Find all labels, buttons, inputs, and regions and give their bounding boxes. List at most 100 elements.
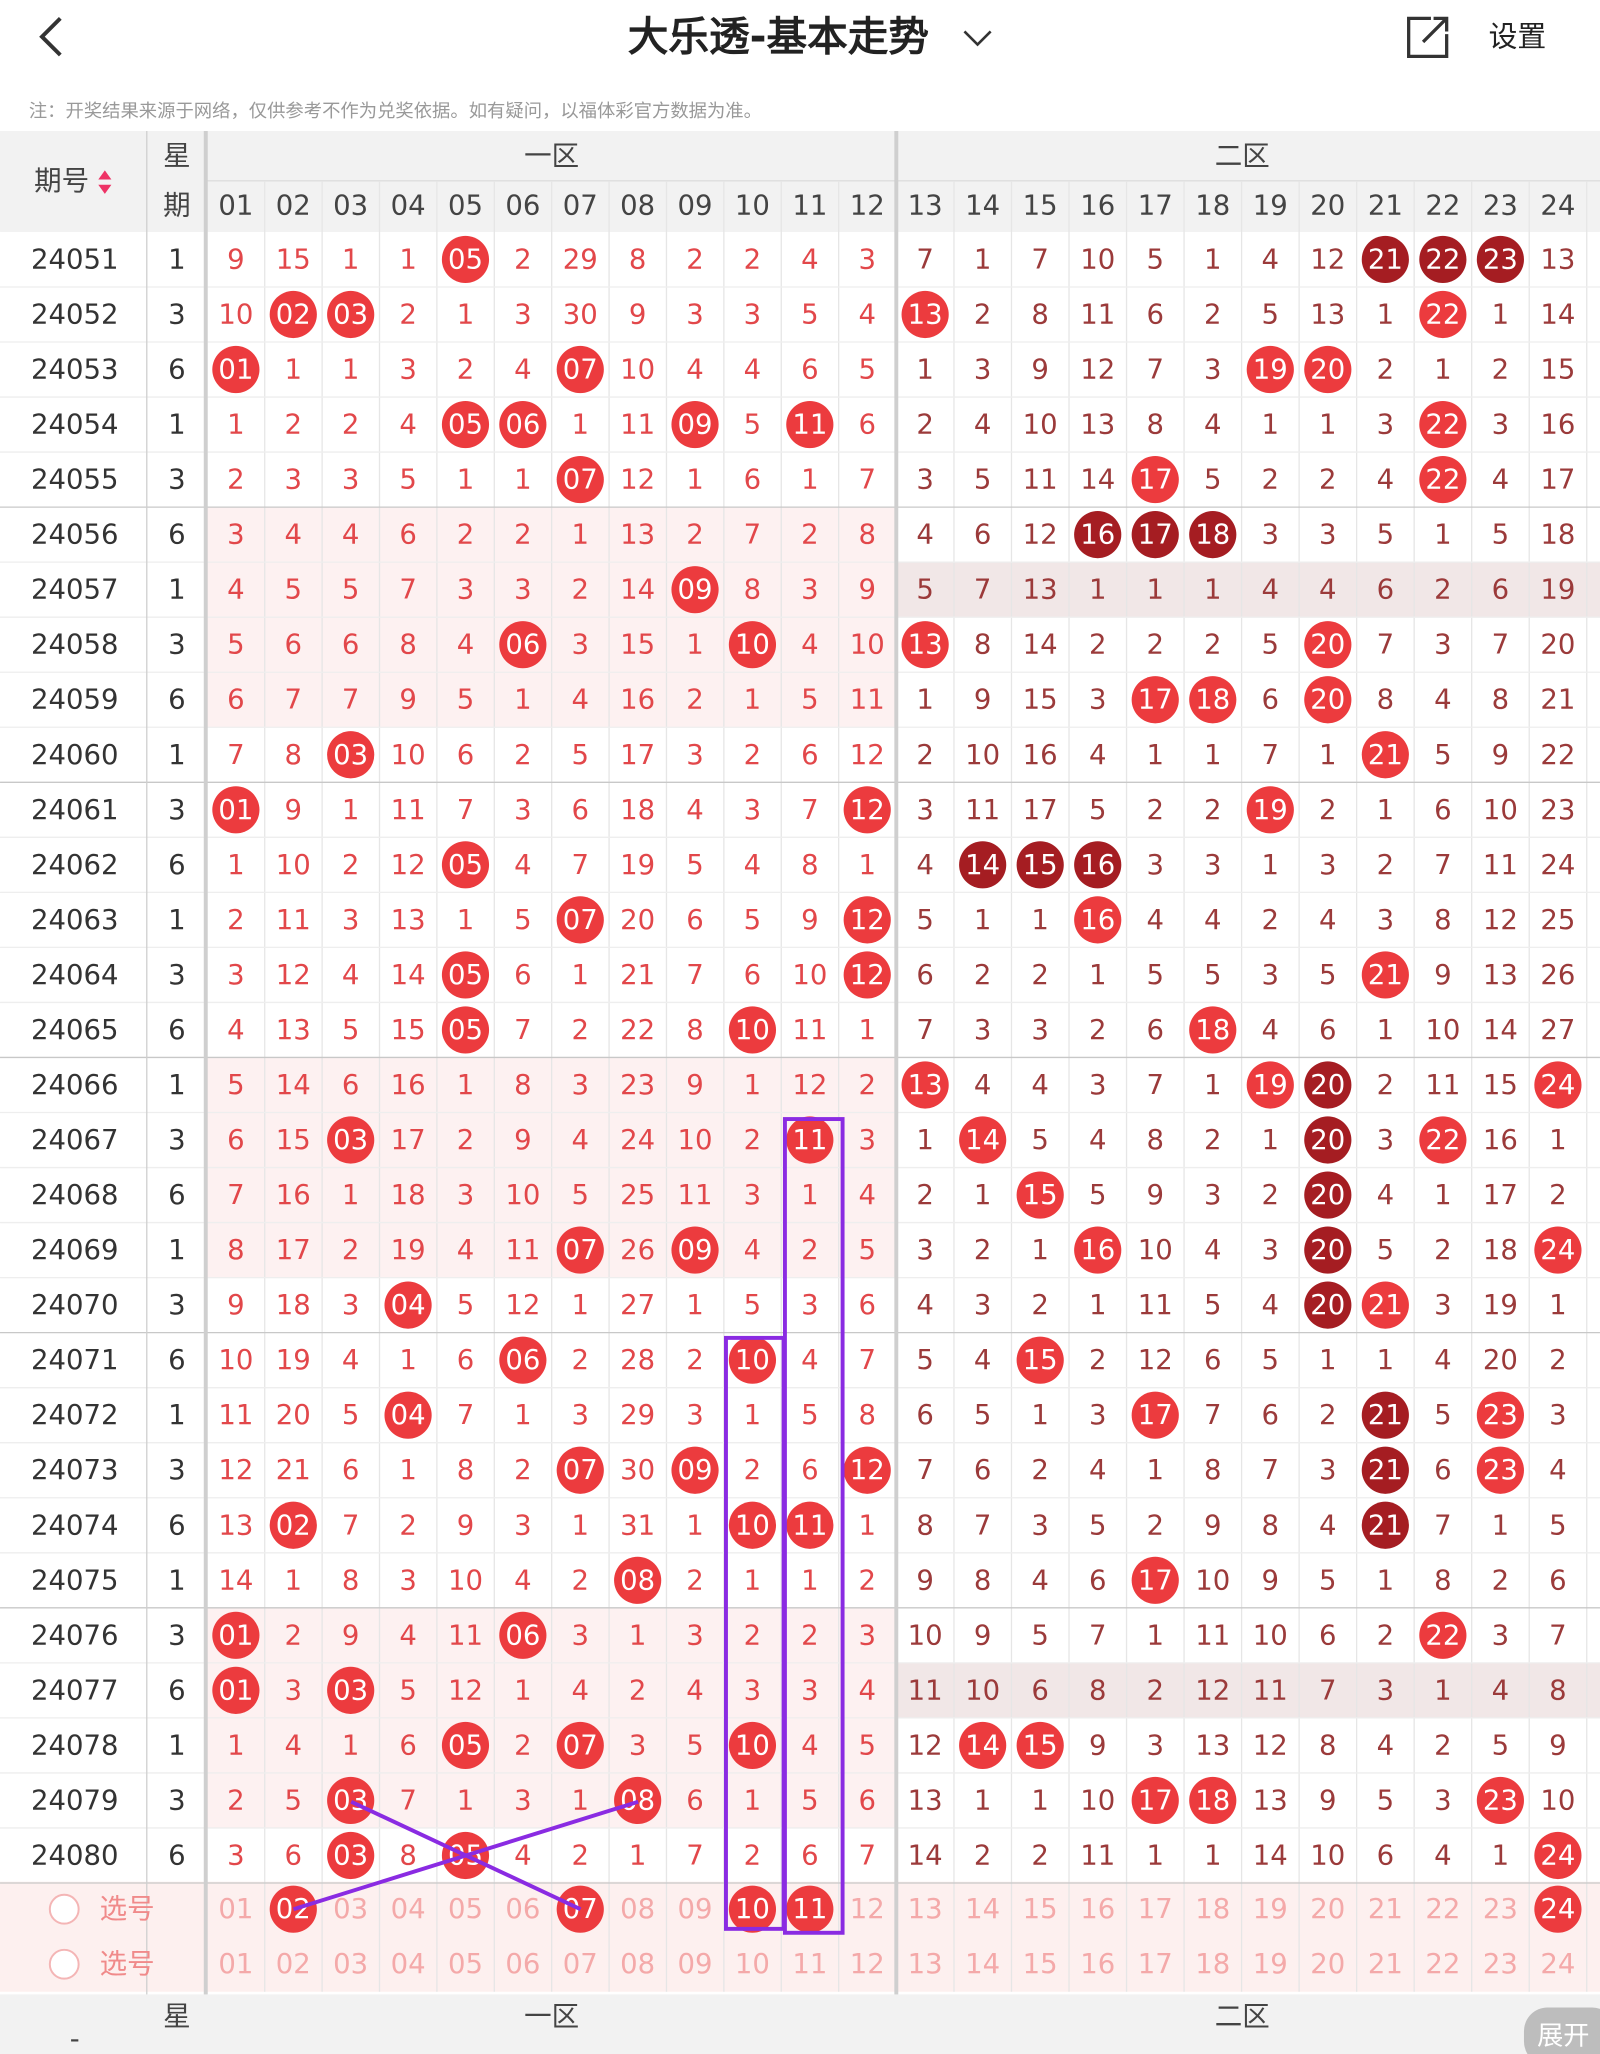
miss-count: 14 — [1483, 1014, 1518, 1046]
select-number[interactable]: 12 — [850, 1948, 885, 1980]
select-radio[interactable] — [48, 1893, 80, 1925]
hit-number: 07 — [563, 904, 598, 936]
select-number[interactable]: 06 — [505, 1948, 540, 1980]
select-number[interactable]: 01 — [218, 1893, 253, 1925]
hit-number: 21 — [1368, 739, 1403, 771]
select-number[interactable]: 01 — [218, 1948, 253, 1980]
hit-number: 21 — [1368, 1289, 1403, 1321]
miss-count: 1 — [1434, 354, 1451, 386]
miss-count: 10 — [850, 629, 885, 661]
select-number[interactable]: 20 — [1310, 1893, 1345, 1925]
hit-ball — [556, 345, 604, 394]
select-number[interactable]: 15 — [1023, 1948, 1058, 1980]
column-header: 19 — [1253, 190, 1288, 222]
hit-ball — [843, 896, 891, 944]
miss-count: 5 — [457, 684, 475, 716]
select-number[interactable]: 12 — [850, 1893, 885, 1925]
select-number[interactable]: 08 — [620, 1893, 655, 1925]
hit-number: 22 — [1425, 298, 1460, 330]
miss-count: 2 — [227, 904, 245, 936]
select-number[interactable]: 03 — [333, 1893, 368, 1925]
select-number[interactable]: 15 — [1023, 1893, 1058, 1925]
row-shade — [896, 562, 1600, 618]
miss-count: 3 — [1377, 409, 1394, 441]
miss-count: 2 — [227, 1784, 245, 1816]
select-number[interactable]: 21 — [1368, 1948, 1403, 1980]
select-number[interactable]: 13 — [908, 1948, 943, 1980]
select-number[interactable]: 24 — [1540, 1948, 1575, 1980]
select-number[interactable]: 02 — [276, 1893, 311, 1925]
dropdown-icon[interactable] — [963, 30, 992, 47]
hit-ball — [1534, 1831, 1582, 1880]
miss-count: 2 — [1031, 1454, 1049, 1486]
select-number[interactable]: 02 — [276, 1948, 311, 1980]
select-number[interactable]: 10 — [735, 1893, 770, 1925]
miss-count: 1 — [916, 1124, 934, 1156]
hit-number: 17 — [1138, 1784, 1173, 1816]
select-number[interactable]: 07 — [563, 1948, 598, 1980]
hit-number: 22 — [1425, 464, 1460, 496]
expand-button[interactable] — [1523, 2007, 1600, 2054]
miss-count: 10 — [1138, 1234, 1173, 1266]
select-number[interactable]: 23 — [1483, 1948, 1518, 1980]
select-number[interactable]: 04 — [391, 1893, 426, 1925]
weekday: 3 — [168, 629, 186, 661]
select-number[interactable]: 14 — [965, 1948, 1000, 1980]
column-header: 08 — [620, 190, 655, 222]
select-number[interactable]: 11 — [792, 1893, 827, 1925]
miss-count: 4 — [974, 1069, 992, 1101]
select-number[interactable]: 19 — [1253, 1948, 1288, 1980]
select-number[interactable]: 17 — [1138, 1948, 1173, 1980]
select-number[interactable]: 11 — [792, 1948, 827, 1980]
select-number[interactable]: 14 — [965, 1893, 1000, 1925]
select-number[interactable]: 03 — [333, 1948, 368, 1980]
select-number[interactable]: 13 — [908, 1893, 943, 1925]
miss-count: 3 — [1549, 1399, 1566, 1431]
select-number[interactable]: 16 — [1080, 1893, 1115, 1925]
miss-count: 1 — [342, 794, 360, 826]
select-number[interactable]: 09 — [678, 1893, 713, 1925]
select-number[interactable]: 06 — [505, 1893, 540, 1925]
miss-count: 1 — [916, 354, 934, 386]
expand-label[interactable]: 展开 — [1537, 2021, 1589, 2051]
select-number[interactable]: 22 — [1425, 1948, 1460, 1980]
hit-ball — [212, 1611, 260, 1659]
sort-icon — [98, 170, 112, 194]
weekday: 1 — [168, 1564, 186, 1596]
select-number[interactable]: 05 — [448, 1893, 483, 1925]
miss-count: 3 — [1089, 1399, 1107, 1431]
miss-count: 2 — [1319, 1399, 1337, 1431]
select-number[interactable]: 18 — [1195, 1893, 1230, 1925]
miss-count: 4 — [1434, 1839, 1451, 1871]
select-number[interactable]: 22 — [1425, 1893, 1460, 1925]
select-number[interactable]: 19 — [1253, 1893, 1288, 1925]
miss-count: 8 — [1146, 409, 1164, 441]
hit-ball — [1361, 1391, 1409, 1439]
miss-count: 10 — [1080, 243, 1115, 275]
select-radio[interactable] — [48, 1948, 80, 1980]
miss-count: 7 — [1031, 243, 1049, 275]
miss-count: 3 — [629, 1729, 647, 1761]
miss-count: 2 — [1031, 959, 1049, 991]
back-button[interactable] — [39, 16, 62, 57]
select-number[interactable]: 23 — [1483, 1893, 1518, 1925]
select-number[interactable]: 16 — [1080, 1948, 1115, 1980]
page-title[interactable]: 大乐透-基本走势 — [628, 13, 929, 61]
share-button[interactable] — [1407, 16, 1449, 58]
select-number[interactable]: 17 — [1138, 1893, 1173, 1925]
select-number[interactable]: 18 — [1195, 1948, 1230, 1980]
select-number[interactable]: 24 — [1540, 1893, 1575, 1925]
hit-number: 22 — [1425, 243, 1460, 275]
select-number[interactable]: 04 — [391, 1948, 426, 1980]
miss-count: 26 — [1540, 959, 1575, 991]
hit-number: 05 — [448, 959, 483, 991]
select-number[interactable]: 10 — [735, 1948, 770, 1980]
settings-button[interactable]: 设置 — [1489, 20, 1547, 54]
hit-number: 20 — [1310, 1124, 1345, 1156]
select-number[interactable]: 21 — [1368, 1893, 1403, 1925]
select-number[interactable]: 05 — [448, 1948, 483, 1980]
select-number[interactable]: 09 — [678, 1948, 713, 1980]
hit-ball — [728, 621, 777, 669]
select-number[interactable]: 20 — [1310, 1948, 1345, 1980]
select-number[interactable]: 08 — [620, 1948, 655, 1980]
